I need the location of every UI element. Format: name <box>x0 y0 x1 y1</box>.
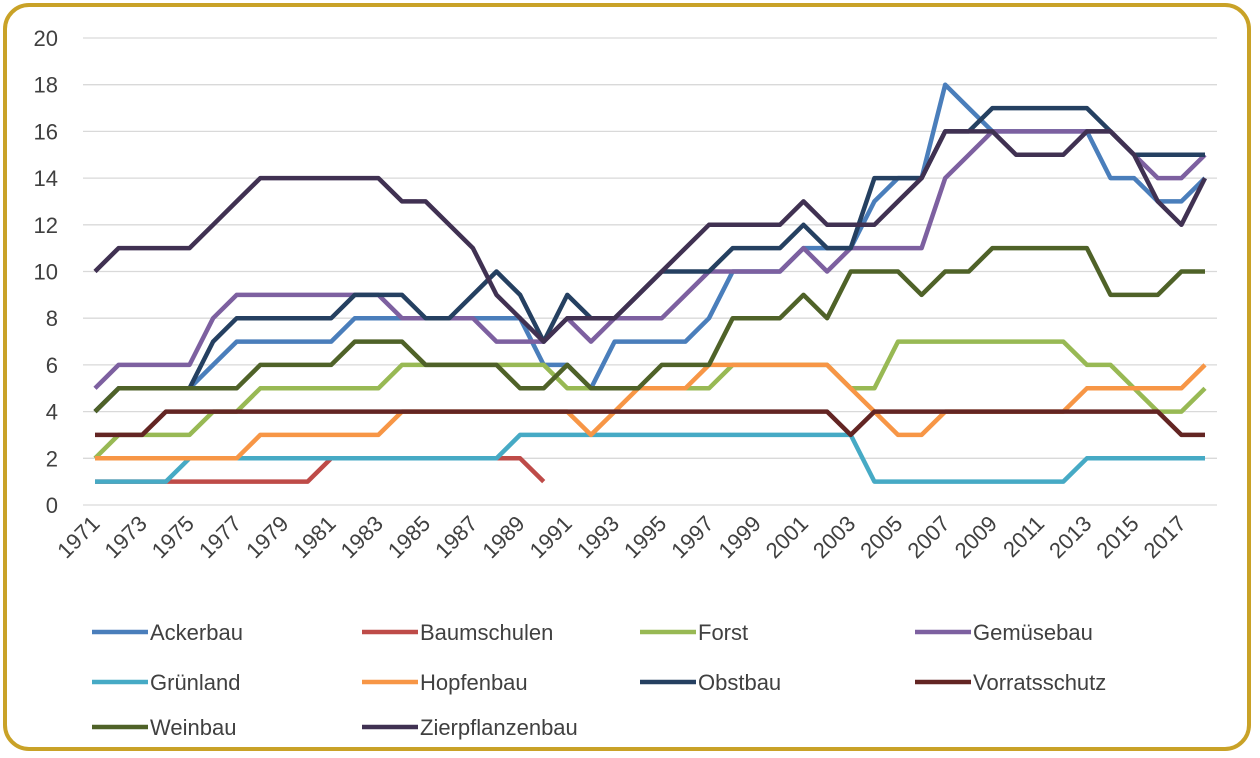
y-tick-label: 14 <box>34 166 58 191</box>
x-tick-label: 1985 <box>383 511 435 563</box>
y-tick-label: 12 <box>34 213 58 238</box>
x-tick-label: 2003 <box>808 511 860 563</box>
x-tick-label: 1977 <box>194 511 246 563</box>
x-tick-label: 1973 <box>99 511 151 563</box>
x-tick-label: 1991 <box>525 511 577 563</box>
series-line <box>93 129 1208 344</box>
x-tick-label: 1981 <box>288 511 340 563</box>
y-tick-label: 20 <box>34 26 58 51</box>
frame <box>3 3 1251 751</box>
x-tick-label: 2011 <box>998 511 1049 562</box>
x-tick-label: 1993 <box>572 511 624 563</box>
series-line <box>95 432 1205 484</box>
y-tick-label: 16 <box>34 119 58 144</box>
series-line <box>93 339 1207 460</box>
x-tick-label: 1971 <box>52 511 104 563</box>
legend-label: Ackerbau <box>150 620 243 645</box>
x-tick-label: 2017 <box>1139 511 1191 563</box>
x-tick-label: 1987 <box>430 511 482 563</box>
x-tick-label: 2015 <box>1091 511 1143 563</box>
x-tick-label: 2001 <box>761 511 813 563</box>
legend-label: Gemüsebau <box>973 620 1093 645</box>
y-tick-label: 10 <box>34 260 58 285</box>
y-tick-label: 6 <box>46 353 58 378</box>
y-tick-label: 2 <box>46 446 58 471</box>
legend-label: Hopfenbau <box>420 670 528 695</box>
x-tick-label: 1997 <box>666 511 718 563</box>
legend-label: Obstbau <box>698 670 781 695</box>
x-tick-label: 1979 <box>241 511 293 563</box>
y-tick-label: 8 <box>46 306 58 331</box>
y-tick-label: 18 <box>34 73 58 98</box>
legend-label: Weinbau <box>150 715 236 740</box>
x-tick-label: 2005 <box>855 511 907 563</box>
y-tick-label: 4 <box>46 400 58 425</box>
x-tick-label: 2009 <box>950 511 1002 563</box>
series-line <box>95 409 1205 438</box>
x-tick-label: 2013 <box>1044 511 1096 563</box>
y-tick-label: 0 <box>46 493 58 518</box>
x-tick-label: 1995 <box>619 511 671 563</box>
x-tick-label: 2007 <box>902 511 954 563</box>
legend-label: Zierpflanzenbau <box>420 715 578 740</box>
x-tick-label: 1975 <box>147 511 199 563</box>
x-tick-label: 1983 <box>336 511 388 563</box>
series-line <box>93 245 1205 414</box>
legend-label: Vorratsschutz <box>973 670 1106 695</box>
legend-label: Baumschulen <box>420 620 553 645</box>
series-line <box>95 456 546 484</box>
x-tick-label: 1999 <box>714 511 766 563</box>
legend-label: Forst <box>698 620 748 645</box>
legend-label: Grünland <box>150 670 241 695</box>
series-line <box>93 129 1207 390</box>
x-tick-label: 1989 <box>477 511 529 563</box>
